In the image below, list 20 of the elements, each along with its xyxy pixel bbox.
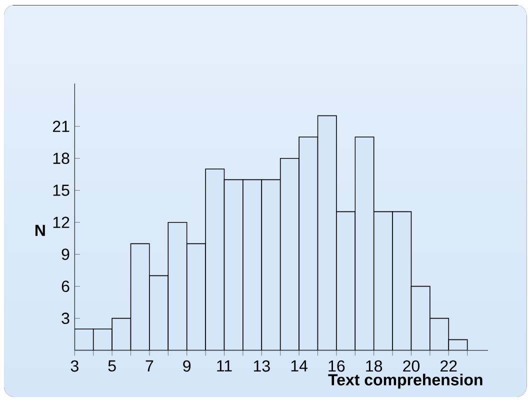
x-tick-label: 9 <box>183 360 191 372</box>
x-tick-label: 14 <box>291 360 308 372</box>
y-tick-label: 3 <box>62 312 70 324</box>
x-tick-label: 5 <box>108 360 116 372</box>
x-tick-label: 13 <box>254 360 270 372</box>
y-axis-title: N <box>35 224 45 236</box>
x-tick-label: 11 <box>217 360 232 372</box>
y-tick-label: 9 <box>62 248 70 260</box>
y-tick-label: 6 <box>62 280 70 292</box>
y-tick-label: 21 <box>52 120 70 132</box>
y-tick-label: 18 <box>53 152 70 164</box>
y-tick-label: 15 <box>53 184 70 196</box>
y-tick-label: 12 <box>53 216 70 228</box>
x-tick-label: 7 <box>146 360 154 372</box>
x-tick-label: 18 <box>366 360 382 372</box>
x-tick-label: 22 <box>440 360 457 372</box>
x-tick-label: 3 <box>70 360 78 372</box>
x-tick-label: 16 <box>328 360 345 372</box>
x-tick-label: 20 <box>403 360 420 372</box>
x-axis-title: Text comprehension <box>328 374 482 389</box>
